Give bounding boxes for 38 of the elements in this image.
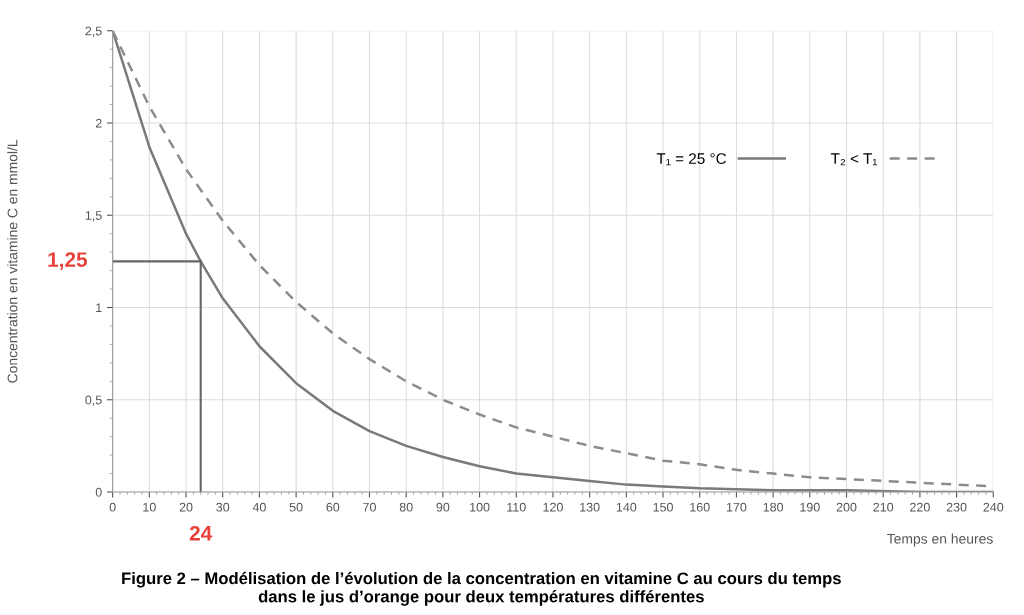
ref-line-label: 1,25: [48, 252, 88, 270]
x-tick-label: 80: [399, 502, 413, 512]
y-tick-label: 2,5: [85, 26, 102, 37]
y-tick-label: 0,5: [85, 395, 102, 406]
y-tick-label: 1: [96, 303, 102, 313]
x-tick-label: 180: [763, 502, 784, 512]
legend-label: T₂ < T₁: [830, 153, 878, 166]
y-tick-label: 2: [95, 118, 102, 128]
x-tick-label: 160: [690, 502, 710, 512]
x-tick-label: 100: [470, 502, 490, 512]
x-tick-label: 120: [543, 502, 563, 512]
x-tick-label: 150: [653, 502, 673, 512]
x-tick-label: 70: [363, 502, 376, 512]
text: Figure 2 – Modélisation de l’évolution de la concentration en vitamine C au cours du temps dans le jus d’orange pour deux températures différentes: [122, 571, 841, 606]
y-tick-label: 0: [95, 487, 102, 497]
y-tick-label: 1,5: [85, 211, 102, 222]
y-axis-title: Concentration en vitamine C en mmol/L: [7, 139, 18, 383]
x-tick-label: 200: [836, 502, 857, 512]
x-tick-label: 40: [252, 502, 266, 512]
x-tick-label: 10: [143, 502, 156, 512]
x-tick-label: 20: [179, 502, 193, 512]
x-tick-label: 170: [726, 502, 747, 512]
x-tick-label: 0: [109, 502, 116, 512]
x-tick-label: 230: [946, 502, 967, 512]
x-tick-label: 210: [873, 502, 894, 512]
x-tick-label: 60: [326, 502, 340, 512]
ref-line-label: 24: [189, 525, 213, 541]
legend-label: T₁ = 25 °C: [656, 153, 727, 166]
x-tick-label: 30: [216, 502, 230, 512]
x-tick-label: 220: [910, 502, 930, 512]
x-tick-label: 130: [580, 502, 600, 512]
x-tick-label: 110: [507, 502, 526, 512]
x-axis-title: Temps en heures: [887, 533, 993, 547]
x-tick-label: 90: [436, 502, 450, 512]
x-tick-label: 50: [289, 502, 303, 512]
x-tick-label: 190: [800, 502, 820, 512]
x-tick-label: 140: [616, 502, 637, 512]
x-tick-label: 240: [983, 502, 1004, 512]
